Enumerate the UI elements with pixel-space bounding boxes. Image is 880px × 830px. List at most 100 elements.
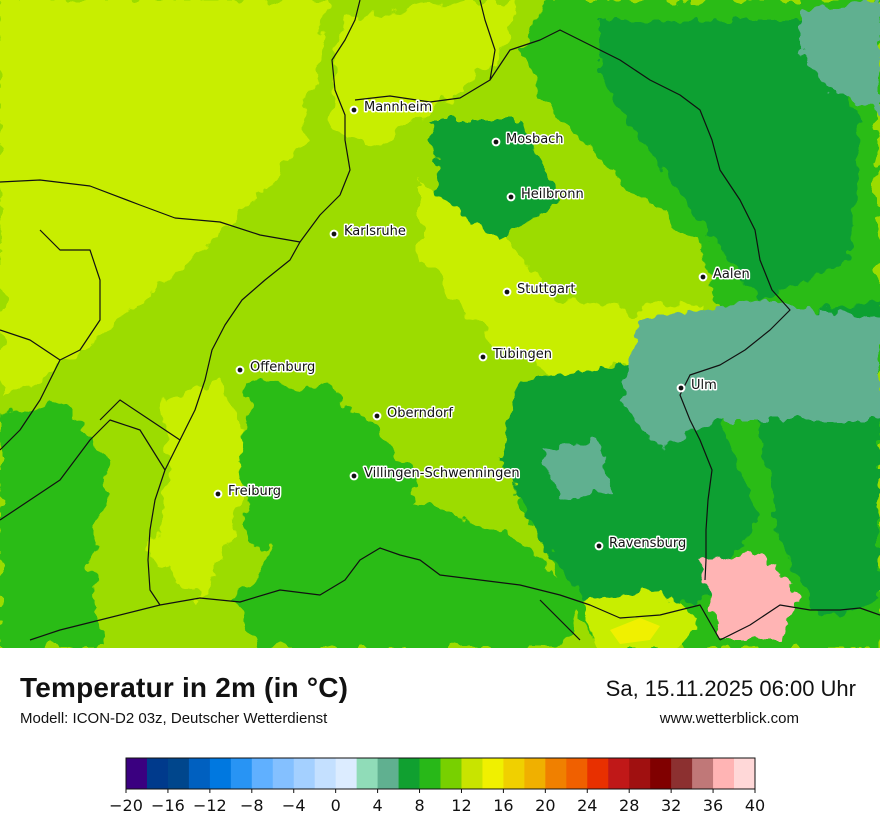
- model-source: Modell: ICON-D2 03z, Deutscher Wetterdie…: [20, 710, 328, 727]
- legend-swatch: [650, 758, 672, 789]
- field-teal-ulm: [620, 300, 880, 450]
- borders: [0, 0, 880, 641]
- legend-tick-label: 0: [331, 796, 341, 815]
- legend-tick-label: 20: [535, 796, 555, 815]
- field-green-south: [230, 500, 580, 648]
- city-oberndorf: Oberndorf: [372, 405, 455, 423]
- field-darkgreen-north-center: [430, 120, 560, 240]
- field-teal-south: [540, 440, 610, 500]
- city-dot-icon: [478, 352, 488, 362]
- city-label: Heilbronn: [521, 187, 584, 202]
- city-dot-icon: [506, 192, 516, 202]
- legend-tick-label: 32: [661, 796, 681, 815]
- city-label: Stuttgart: [517, 282, 575, 297]
- legend-swatch: [524, 758, 546, 789]
- border-swiss-internal-2: [539, 599, 581, 641]
- legend-tick-label: −16: [151, 796, 185, 815]
- legend-tick-label: 12: [451, 796, 471, 815]
- city-dot-icon: [349, 471, 359, 481]
- legend-swatch: [188, 758, 211, 789]
- field-warm-rhine-south: [150, 380, 250, 600]
- legend-swatch: [608, 758, 630, 789]
- legend-tick-label: −20: [109, 796, 143, 815]
- city-dot-icon: [213, 489, 223, 499]
- legend-swatch: [713, 758, 735, 789]
- city-label: Mannheim: [364, 100, 432, 115]
- legend-swatch: [587, 758, 609, 789]
- legend-tick-label: −12: [193, 796, 227, 815]
- field-pink-southeast: [700, 550, 800, 640]
- lake-constance: [610, 618, 660, 644]
- city-label: Tübingen: [492, 347, 552, 362]
- city-freiburg: Freiburg: [213, 483, 283, 501]
- city-aalen: Aalen: [698, 266, 751, 284]
- legend-tick-label: 8: [414, 796, 424, 815]
- city-label: Karlsruhe: [344, 224, 406, 239]
- city-villingen-schwenningen: Villingen-Schwenningen: [349, 465, 521, 483]
- legend-swatch: [503, 758, 525, 789]
- border-rlp-bw: [299, 0, 361, 243]
- legend-swatch: [209, 758, 232, 789]
- legend-swatch: [314, 758, 337, 789]
- legend-swatch: [461, 758, 483, 789]
- temperature-field: [0, 0, 880, 648]
- legend-swatch: [566, 758, 588, 789]
- legend-swatches: [125, 757, 756, 790]
- border-bavaria-bw: [489, 29, 791, 581]
- legend-swatch: [272, 758, 295, 789]
- field-warm-northwest: [0, 0, 330, 400]
- city-mannheim: Mannheim: [349, 99, 434, 117]
- city-dot-icon: [676, 383, 686, 393]
- legend-swatch: [146, 758, 169, 789]
- temperature-map: Mannheim Mosbach Heilbronn Karlsruhe Aalen St…: [0, 0, 880, 648]
- city-ulm: Ulm: [676, 377, 718, 395]
- color-legend: −20 −16 −12 −8 −4 0 4 8 12 16 20 24 28 32 36 40: [109, 757, 765, 815]
- city-label: Offenburg: [250, 360, 315, 375]
- city-dot-icon: [372, 411, 382, 421]
- city-dot-icon: [698, 272, 708, 282]
- legend-tick-label: 16: [493, 796, 513, 815]
- legend-swatch: [126, 758, 148, 789]
- city-label: Ulm: [691, 378, 717, 393]
- city-dot-icon: [235, 365, 245, 375]
- legend-swatch: [293, 758, 316, 789]
- city-label: Freiburg: [228, 484, 281, 499]
- footer: Temperatur in 2m (in °C) Modell: ICON-D2…: [0, 648, 880, 830]
- legend-ticks: −20 −16 −12 −8 −4 0 4 8 12 16 20 24 28 32 36 40: [109, 789, 765, 815]
- border-france-internal-1: [0, 329, 61, 451]
- legend-swatch: [482, 758, 504, 789]
- legend-tick-label: −8: [240, 796, 264, 815]
- city-dot-icon: [349, 105, 359, 115]
- legend-swatch: [167, 758, 190, 789]
- field-teal-northeast: [800, 0, 880, 110]
- city-label: Mosbach: [506, 132, 564, 147]
- website-link[interactable]: www.wetterblick.com: [659, 710, 799, 727]
- legend-swatch: [230, 758, 253, 789]
- legend-tick-label: 28: [619, 796, 639, 815]
- field-green-vosges: [0, 400, 110, 648]
- city-dot-icon: [329, 229, 339, 239]
- city-karlsruhe: Karlsruhe: [329, 223, 407, 241]
- legend-swatch: [545, 758, 567, 789]
- legend-tick-label: 40: [745, 796, 765, 815]
- border-austria: [719, 604, 880, 641]
- legend-swatch: [251, 758, 274, 789]
- legend-swatch: [377, 758, 399, 789]
- legend-swatch: [734, 758, 756, 789]
- city-stuttgart: Stuttgart: [502, 281, 577, 299]
- legend-swatch: [356, 758, 378, 789]
- city-label: Ravensburg: [609, 536, 686, 551]
- legend-swatch: [440, 758, 462, 789]
- map-title: Temperatur in 2m (in °C): [20, 672, 349, 703]
- city-ravensburg: Ravensburg: [594, 535, 688, 553]
- legend-tick-label: 4: [373, 796, 383, 815]
- city-label: Oberndorf: [387, 406, 453, 421]
- legend-swatch: [629, 758, 651, 789]
- legend-tick-label: 36: [703, 796, 723, 815]
- border-france-germany: [0, 179, 301, 606]
- field-darkgreen-northeast: [600, 20, 860, 300]
- city-t-bingen: Tübingen: [478, 346, 554, 364]
- city-dot-icon: [594, 541, 604, 551]
- legend-swatch: [398, 758, 420, 789]
- forecast-datetime: Sa, 15.11.2025 06:00 Uhr: [605, 676, 856, 701]
